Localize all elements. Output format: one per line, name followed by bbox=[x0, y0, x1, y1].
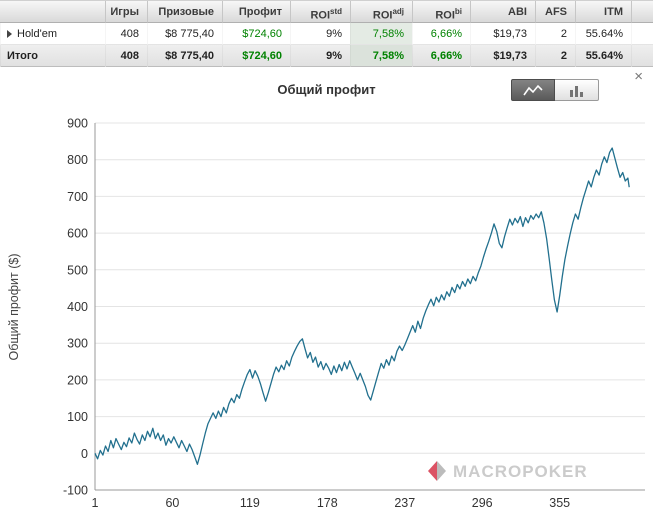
stats-table: Игры Призовые Профит ROIstd ROIadj ROIbi… bbox=[0, 0, 653, 67]
total-afs: 2 bbox=[535, 45, 575, 67]
roi-std-base: ROI bbox=[310, 9, 330, 22]
game-type-label: Hold'em bbox=[17, 28, 58, 40]
total-games: 408 bbox=[105, 45, 147, 67]
total-itm: 55.64% bbox=[575, 45, 631, 67]
bar-chart-toggle-button[interactable] bbox=[555, 79, 599, 101]
close-icon[interactable]: × bbox=[634, 68, 643, 85]
chart-header: Общий профит × bbox=[0, 67, 653, 113]
chart-type-toggle bbox=[511, 79, 599, 101]
svg-text:296: 296 bbox=[472, 496, 493, 510]
header-games[interactable]: Игры bbox=[105, 1, 147, 23]
bar-chart-icon bbox=[569, 85, 583, 97]
svg-text:1: 1 bbox=[92, 496, 99, 510]
profit-chart-panel: Общий профит × -100 0 100 200 300 400 500 600 70… bbox=[0, 67, 653, 522]
header-afs[interactable]: AFS bbox=[535, 1, 575, 23]
svg-text:Общий профит ($): Общий профит ($) bbox=[7, 253, 21, 360]
roi-bi-base: ROI bbox=[435, 9, 455, 22]
svg-text:0: 0 bbox=[81, 447, 88, 461]
total-profit: $724,60 bbox=[222, 45, 290, 67]
roi-std-sup: std bbox=[330, 7, 342, 16]
header-roi-std[interactable]: ROIstd bbox=[290, 1, 350, 23]
svg-text:MACROPOKER: MACROPOKER bbox=[453, 462, 588, 481]
holdem-roi-adj: 7,58% bbox=[350, 23, 412, 45]
row-holdem-name[interactable]: Hold'em bbox=[0, 23, 105, 45]
holdem-profit: $724,60 bbox=[222, 23, 290, 45]
svg-text:300: 300 bbox=[67, 337, 88, 351]
svg-text:900: 900 bbox=[67, 117, 88, 131]
total-roi-adj: 7,58% bbox=[350, 45, 412, 67]
svg-text:119: 119 bbox=[240, 496, 260, 510]
svg-text:60: 60 bbox=[165, 496, 179, 510]
svg-text:600: 600 bbox=[67, 227, 88, 241]
svg-text:237: 237 bbox=[394, 496, 415, 510]
svg-text:400: 400 bbox=[67, 300, 88, 314]
total-roi-bi: 6,66% bbox=[412, 45, 470, 67]
holdem-itm: 55.64% bbox=[575, 23, 631, 45]
total-name: Итого bbox=[0, 45, 105, 67]
svg-text:-100: -100 bbox=[63, 484, 88, 498]
header-profit[interactable]: Профит bbox=[222, 1, 290, 23]
holdem-filler bbox=[631, 23, 653, 45]
header-prizes[interactable]: Призовые bbox=[147, 1, 222, 23]
svg-text:178: 178 bbox=[317, 496, 338, 510]
header-abi[interactable]: ABI bbox=[470, 1, 535, 23]
holdem-roi-std: 9% bbox=[290, 23, 350, 45]
total-prizes: $8 775,40 bbox=[147, 45, 222, 67]
profit-chart: -100 0 100 200 300 400 500 600 700 800 900 1 60 119 17… bbox=[7, 117, 645, 510]
holdem-roi-bi: 6,66% bbox=[412, 23, 470, 45]
svg-text:800: 800 bbox=[67, 153, 88, 167]
svg-text:700: 700 bbox=[67, 190, 88, 204]
svg-text:100: 100 bbox=[67, 410, 88, 424]
total-roi-std: 9% bbox=[290, 45, 350, 67]
holdem-prizes: $8 775,40 bbox=[147, 23, 222, 45]
total-abi: $19,73 bbox=[470, 45, 535, 67]
holdem-afs: 2 bbox=[535, 23, 575, 45]
header-itm[interactable]: ITM bbox=[575, 1, 631, 23]
holdem-games: 408 bbox=[105, 23, 147, 45]
svg-text:200: 200 bbox=[67, 373, 88, 387]
svg-text:500: 500 bbox=[67, 263, 88, 277]
header-roi-bi[interactable]: ROIbi bbox=[412, 1, 470, 23]
header-roi-adj[interactable]: ROIadj bbox=[350, 1, 412, 23]
header-filler bbox=[631, 1, 653, 23]
chart-title: Общий профит bbox=[277, 82, 376, 97]
total-filler bbox=[631, 45, 653, 67]
roi-bi-sup: bi bbox=[454, 7, 462, 16]
roi-adj-sup: adj bbox=[392, 7, 404, 16]
line-chart-toggle-button[interactable] bbox=[511, 79, 555, 101]
svg-text:355: 355 bbox=[549, 496, 570, 510]
line-chart-icon bbox=[523, 84, 543, 95]
expand-arrow-icon[interactable] bbox=[7, 30, 12, 38]
holdem-abi: $19,73 bbox=[470, 23, 535, 45]
header-empty bbox=[0, 1, 105, 23]
roi-adj-base: ROI bbox=[372, 9, 393, 22]
